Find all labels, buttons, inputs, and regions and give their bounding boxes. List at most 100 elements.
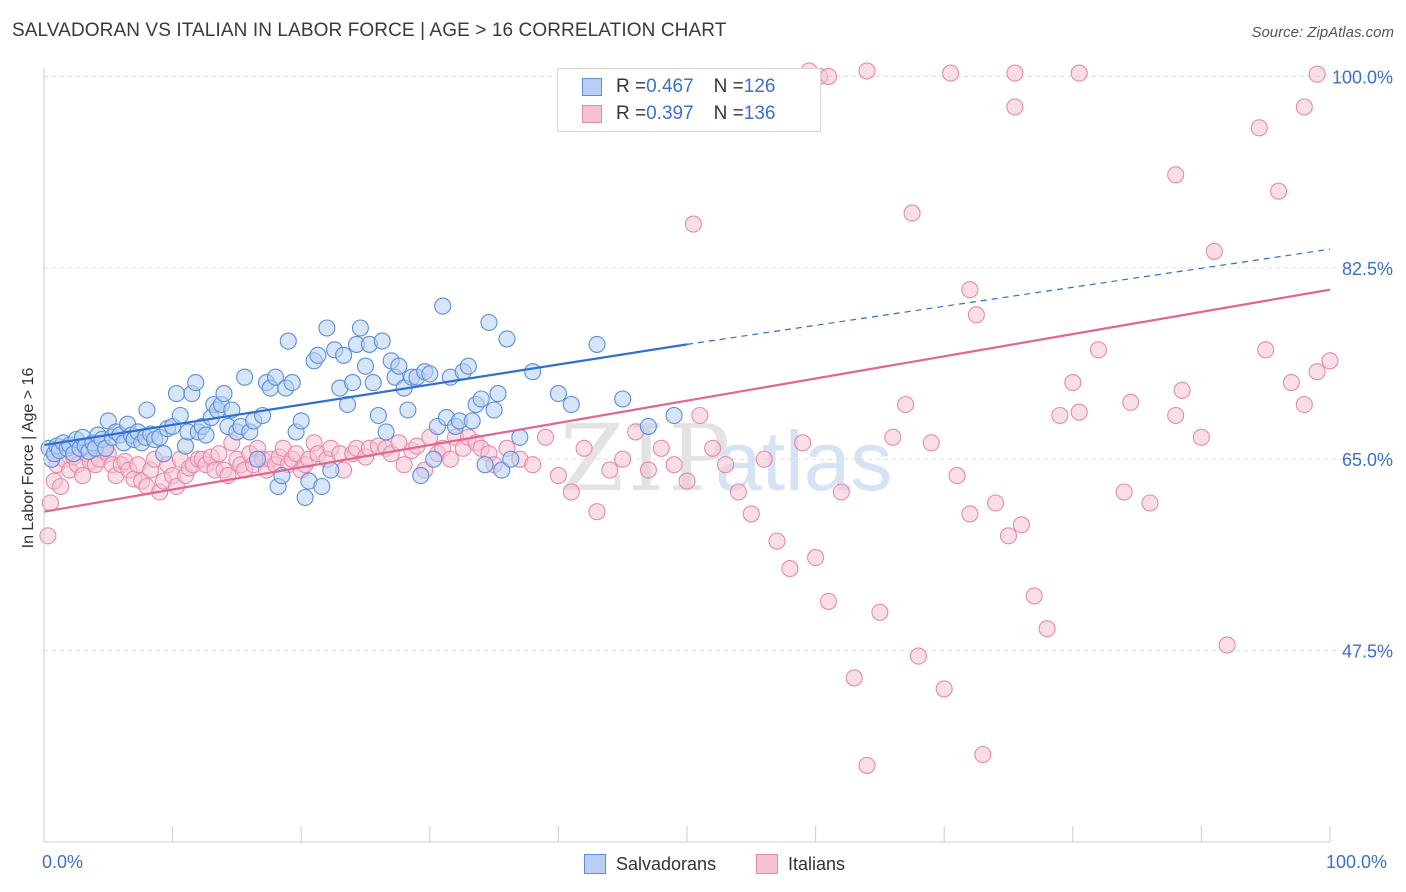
salvadorans-point — [472, 390, 490, 408]
italians-point — [1006, 64, 1024, 82]
italians-point — [1295, 98, 1313, 116]
salvadorans-points — [40, 297, 683, 507]
italians-point — [1205, 242, 1223, 260]
y-tick-label: 100.0% — [1332, 67, 1393, 87]
salvadorans-point — [369, 406, 387, 425]
salvadorans-point — [296, 488, 314, 507]
italians-point — [684, 215, 702, 233]
italians-point — [601, 461, 619, 479]
salvadorans-point — [335, 346, 353, 364]
italians-point — [1167, 406, 1185, 425]
italians-point — [858, 756, 876, 774]
y-tick-label: 65.0% — [1342, 450, 1393, 470]
italians-point — [210, 445, 228, 463]
italians-point — [1250, 119, 1268, 137]
legend-swatch-blue — [584, 854, 606, 874]
salvadorans-point — [313, 477, 331, 496]
legend-row-salvadorans: R = 0.467 N = 126 — [582, 75, 775, 99]
salvadorans-point — [489, 385, 507, 403]
legend-item-italians: Italians — [756, 852, 845, 876]
italians-point — [922, 434, 940, 452]
italians-point — [395, 456, 413, 474]
italians-point — [755, 450, 773, 468]
salvadorans-point — [524, 363, 542, 381]
legend-n-label: N = — [713, 103, 744, 124]
italians-point — [974, 745, 992, 764]
salvadorans-point — [266, 368, 285, 386]
salvadorans-point — [351, 319, 369, 337]
salvadorans-point — [309, 346, 327, 364]
italians-point — [1308, 363, 1326, 381]
salvadorans-point — [549, 385, 567, 403]
italians-point — [665, 456, 683, 474]
italians-point — [999, 527, 1018, 545]
legend-item-salvadorans: Salvadorans — [584, 852, 716, 876]
italians-trend-line — [43, 288, 1331, 513]
italians-point — [1141, 494, 1159, 512]
y-tick-label: 47.5% — [1342, 642, 1393, 662]
salvadorans-trend-extension — [686, 248, 1331, 345]
italians-point — [1173, 381, 1191, 399]
legend-swatch-blue — [582, 78, 602, 96]
italians-point — [729, 483, 747, 501]
italians-point — [807, 549, 825, 567]
italians-point — [903, 204, 921, 222]
salvadorans-point — [562, 395, 580, 414]
x-tick-label-max: 100.0% — [1326, 852, 1388, 872]
italians-point — [961, 281, 979, 299]
grid-lines — [44, 75, 1395, 652]
italians-point — [819, 592, 838, 610]
italians-point — [1070, 64, 1088, 82]
salvadorans-point — [364, 374, 382, 392]
salvadorans-trend-line — [43, 343, 688, 447]
legend-n-label: N = — [713, 76, 744, 97]
italians-point — [717, 456, 735, 474]
legend-label-salvadorans: Salvadorans — [616, 853, 717, 874]
italians-point — [678, 472, 696, 490]
axes — [43, 68, 1331, 843]
italians-point — [691, 406, 709, 425]
salvadorans-point — [197, 426, 215, 444]
italians-point — [961, 505, 979, 523]
trend-lines — [43, 248, 1331, 513]
italians-point — [884, 428, 902, 446]
italians-point — [1321, 352, 1339, 370]
legend-r-value: 0.467 — [646, 76, 694, 97]
italians-point — [704, 439, 722, 457]
italians-point — [52, 477, 70, 496]
italians-point — [652, 439, 670, 457]
y-tick-label: 82.5% — [1342, 259, 1393, 279]
y-tick-labels: 47.5% 65.0% 82.5% 100.0% — [1332, 67, 1393, 661]
legend-swatch-pink — [582, 105, 602, 123]
salvadorans-point — [279, 332, 297, 350]
italians-point — [1070, 403, 1088, 421]
salvadorans-point — [665, 406, 683, 425]
salvadorans-point — [412, 467, 430, 485]
salvadorans-point — [155, 445, 173, 463]
y-axis-title: In Labor Force | Age > 16 — [20, 367, 37, 549]
legend-r-label: R = — [616, 103, 647, 124]
italians-point — [967, 306, 985, 324]
legend-r-label: R = — [616, 76, 647, 97]
italians-point — [575, 439, 593, 457]
italians-point — [1282, 374, 1300, 392]
italians-point — [1038, 620, 1056, 638]
italians-point — [935, 680, 953, 698]
salvadorans-point — [167, 385, 186, 403]
salvadorans-point — [138, 401, 156, 419]
italians-point — [614, 450, 632, 468]
italians-point — [549, 467, 567, 485]
stats-legend: R = 0.467 N = 126 R = 0.397 N = 136 — [557, 68, 821, 132]
legend-n-value: 126 — [743, 76, 776, 97]
salvadorans-point — [485, 401, 503, 419]
italians-point — [524, 456, 542, 474]
italians-point — [74, 467, 92, 485]
salvadorans-point — [283, 374, 301, 392]
x-tick-label-min: 0.0% — [42, 852, 84, 872]
italians-point — [909, 647, 928, 665]
italians-point — [897, 395, 915, 414]
chart-title: SALVADORAN VS ITALIAN IN LABOR FORCE | A… — [12, 20, 727, 41]
italians-point — [1192, 428, 1210, 446]
salvadorans-point — [476, 456, 494, 474]
